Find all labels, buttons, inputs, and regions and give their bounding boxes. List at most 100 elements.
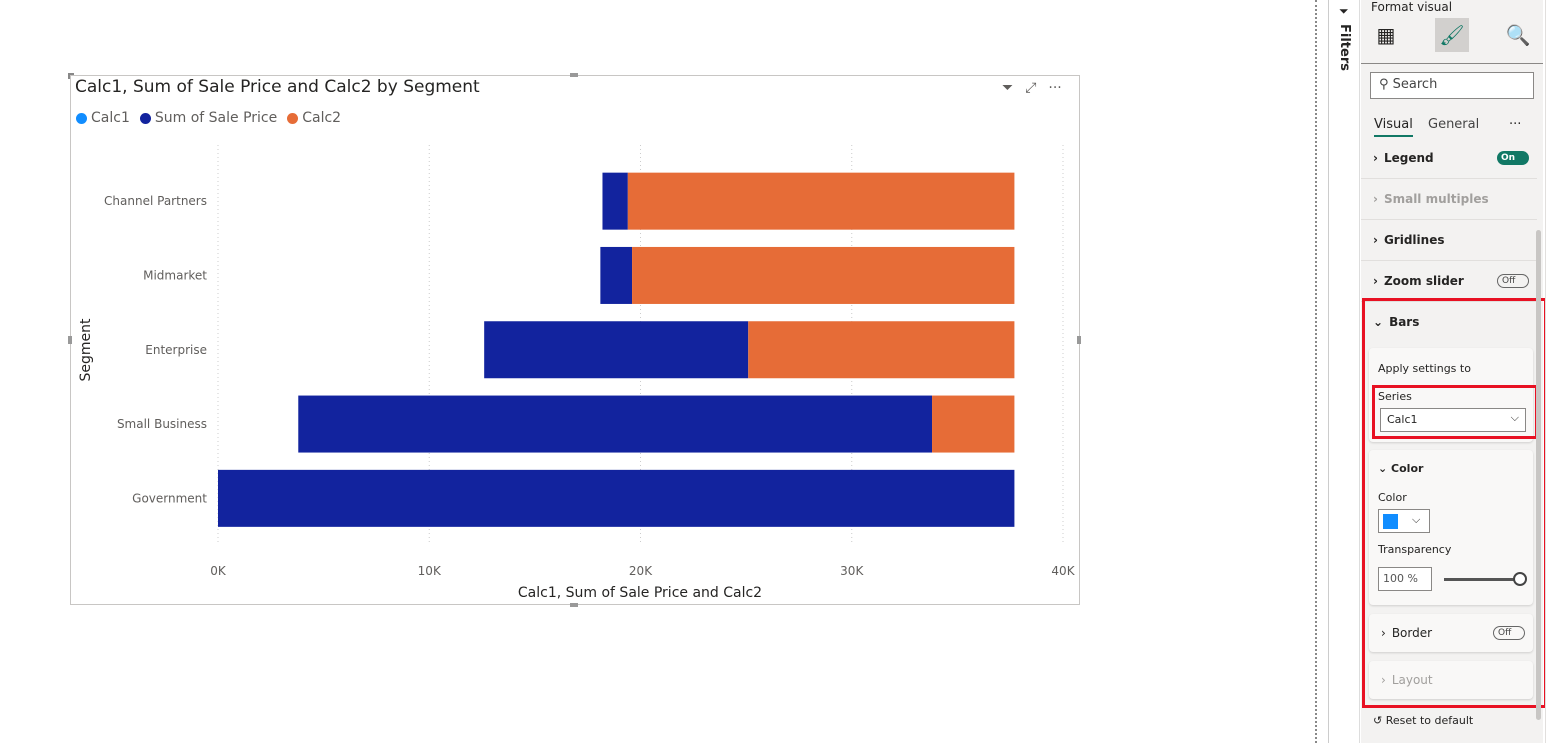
filters-pane-collapsed[interactable]: ⏷ Filters — [1328, 0, 1360, 743]
legend-item[interactable]: Calc1 — [91, 110, 130, 126]
right-pane-edge — [1545, 0, 1560, 743]
x-tick-label: 20K — [629, 564, 653, 578]
legend-toggle[interactable]: On — [1497, 151, 1529, 165]
reset-to-default-button[interactable]: ↺ Reset to default — [1373, 714, 1473, 727]
color-section-header[interactable]: ⌄ Color — [1378, 462, 1423, 475]
bar-chart: 0K 10K 20K 30K 40K Channel Partners Midmarket E… — [78, 145, 1076, 601]
bar-segment — [218, 469, 1015, 527]
search-placeholder: Search — [1392, 77, 1438, 92]
tab-general[interactable]: General — [1428, 117, 1480, 132]
chevron-down-icon: ⌵ — [1510, 411, 1519, 424]
chevron-right-icon: › — [1381, 626, 1386, 640]
section-label: Layout — [1391, 673, 1433, 687]
color-card: ⌄ Color Color ⌵ Transparency 100 % — [1369, 450, 1533, 605]
zoom-slider-toggle[interactable]: Off — [1497, 274, 1529, 288]
bar-segment — [218, 396, 298, 453]
resize-handle[interactable] — [570, 73, 578, 77]
bar-segment — [484, 321, 749, 379]
y-tick-label: Small Business — [117, 417, 207, 431]
color-label: Color — [1378, 491, 1407, 504]
apply-settings-label: Apply settings to — [1378, 362, 1471, 375]
chevron-right-icon: › — [1381, 673, 1386, 687]
x-tick-label: 0K — [210, 564, 227, 578]
color-picker[interactable]: ⌵ — [1378, 509, 1430, 533]
search-icon: ⚲ — [1379, 77, 1393, 92]
section-label: Legend — [1383, 151, 1434, 165]
transparency-value: 100 % — [1383, 572, 1418, 585]
filter-icon: ⏷ — [1339, 4, 1349, 18]
x-axis-title: Calc1, Sum of Sale Price and Calc2 — [518, 585, 762, 601]
section-label: Bars — [1389, 314, 1420, 329]
section-legend[interactable]: › Legend On — [1361, 138, 1537, 179]
y-tick-label: Enterprise — [145, 343, 207, 357]
legend-dot — [139, 112, 151, 124]
series-label: Series — [1378, 390, 1412, 403]
resize-handle[interactable] — [68, 336, 72, 344]
border-toggle[interactable]: Off — [1493, 626, 1525, 640]
format-visual-pane: Format visual ▦ 🖌 🔍 ⚲ Search Visual Gene… — [1361, 0, 1547, 743]
transparency-slider-track[interactable] — [1444, 578, 1519, 581]
bar-segment — [748, 321, 1015, 379]
legend: Calc1 Sum of Sale Price Calc2 — [76, 110, 341, 126]
tab-visual[interactable]: Visual — [1374, 117, 1413, 137]
section-label: Color — [1391, 462, 1424, 475]
section-bars[interactable]: ⌄ Bars — [1361, 301, 1537, 342]
more-options-icon[interactable]: ··· — [1048, 80, 1062, 96]
resize-handle[interactable] — [570, 603, 578, 607]
format-visual-icon[interactable]: 🖌 — [1435, 18, 1469, 52]
x-tick-label: 30K — [840, 564, 864, 578]
resize-handle[interactable] — [1077, 336, 1081, 344]
search-input[interactable]: ⚲ Search — [1370, 72, 1534, 99]
section-layout[interactable]: › Layout — [1369, 661, 1533, 699]
x-tick-label: 10K — [418, 564, 442, 578]
more-options[interactable]: ··· — [1509, 117, 1522, 132]
bar-segment — [932, 395, 1015, 453]
analytics-icon[interactable]: 🔍 — [1505, 23, 1531, 47]
transparency-input[interactable]: 100 % — [1378, 567, 1432, 591]
section-zoom-slider[interactable]: › Zoom slider Off — [1361, 261, 1537, 302]
y-tick-label: Government — [132, 491, 207, 505]
focus-mode-icon[interactable]: ⤢ — [1025, 80, 1037, 96]
series-value: Calc1 — [1387, 413, 1418, 426]
bar-segment — [632, 246, 1015, 304]
chevron-down-icon: ⌄ — [1378, 462, 1392, 475]
pane-scrollbar[interactable] — [1536, 230, 1541, 720]
filter-icon[interactable]: ⏷ — [1002, 80, 1014, 96]
reset-icon: ↺ — [1373, 714, 1386, 727]
transparency-label: Transparency — [1378, 543, 1452, 556]
series-dropdown[interactable]: Calc1 ⌵ — [1380, 408, 1526, 432]
filters-label: Filters — [1337, 24, 1352, 71]
pane-title: Format visual — [1371, 0, 1453, 14]
color-swatch — [1383, 514, 1398, 529]
legend-dot — [76, 112, 87, 124]
section-label: Small multiples — [1383, 192, 1489, 206]
y-tick-label: Channel Partners — [104, 194, 207, 208]
build-visual-icon[interactable]: ▦ — [1376, 23, 1396, 47]
section-small-multiples[interactable]: › Small multiples — [1361, 179, 1537, 220]
section-label: Zoom slider — [1383, 274, 1464, 288]
apply-settings-card: Apply settings to Series Calc1 ⌵ — [1369, 348, 1538, 442]
section-gridlines[interactable]: › Gridlines — [1361, 220, 1537, 261]
x-tick-label: 40K — [1051, 564, 1075, 578]
bar-segment — [627, 172, 1015, 230]
legend-item[interactable]: Calc2 — [302, 110, 342, 126]
chart-title: Calc1, Sum of Sale Price and Calc2 by Se… — [75, 77, 480, 97]
chevron-right-icon: › — [1373, 233, 1378, 247]
chevron-down-icon: ⌄ — [1373, 314, 1384, 329]
legend-item[interactable]: Sum of Sale Price — [154, 110, 278, 126]
y-tick-label: Midmarket — [143, 268, 207, 282]
legend-dot — [287, 112, 299, 124]
section-label: Border — [1391, 626, 1433, 640]
bar-segment — [602, 172, 628, 230]
resize-handle[interactable] — [68, 73, 74, 79]
bar-segment — [218, 321, 484, 378]
reset-label: Reset to default — [1385, 714, 1474, 727]
chevron-right-icon: › — [1373, 192, 1378, 206]
canvas-edge — [1315, 0, 1317, 743]
transparency-slider-thumb[interactable] — [1513, 572, 1527, 586]
bar-segment — [298, 395, 933, 453]
chevron-right-icon: › — [1373, 274, 1378, 288]
chevron-down-icon: ⌵ — [1412, 513, 1421, 526]
bar-segment — [600, 246, 633, 304]
section-border[interactable]: › Border Off — [1369, 614, 1533, 652]
